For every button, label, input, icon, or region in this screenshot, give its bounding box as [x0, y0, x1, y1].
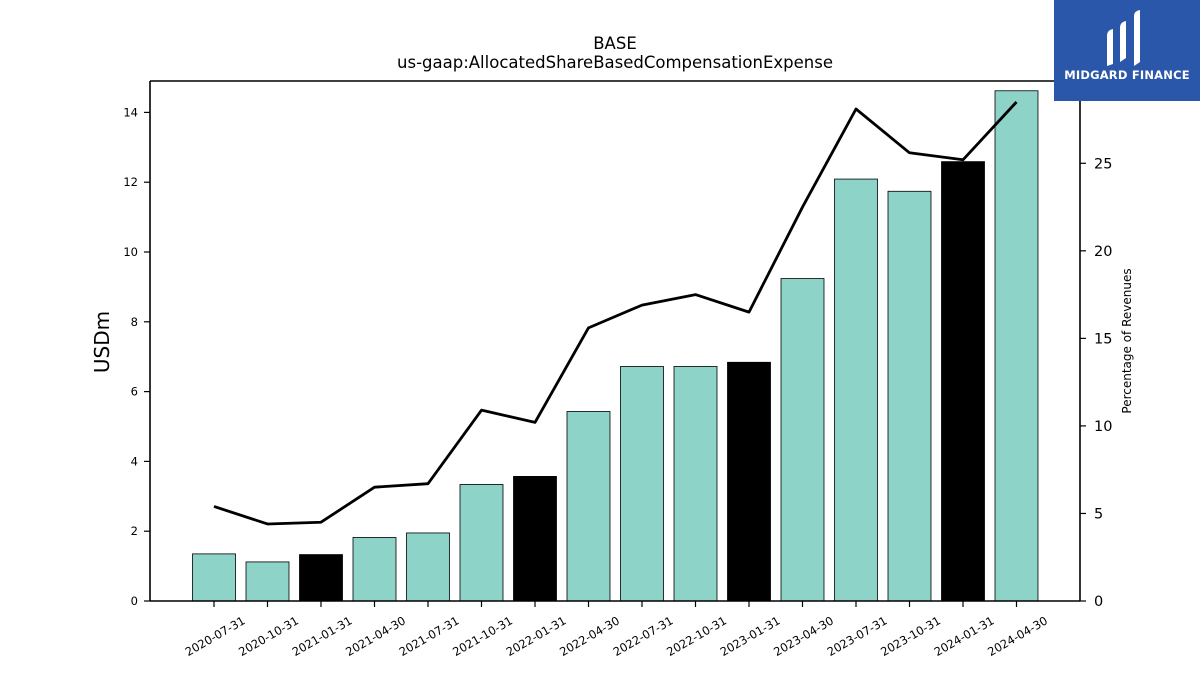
- x-tick-label: 2021-07-31: [397, 613, 462, 659]
- y-tick-label: 8: [131, 315, 138, 329]
- y-tick-label: 0: [131, 594, 138, 608]
- bar: [994, 90, 1039, 602]
- chart-title: BASE: [593, 34, 637, 53]
- y-tick-label: 6: [131, 385, 138, 399]
- x-tick-label: 2021-10-31: [450, 613, 515, 659]
- bar: [245, 561, 290, 602]
- x-tick-label: 2020-10-31: [236, 613, 301, 659]
- x-tick-label: 2024-04-30: [985, 613, 1050, 659]
- y2-tick-label: 5: [1094, 506, 1103, 522]
- y2-tick-label: 0: [1094, 594, 1103, 610]
- x-tick-label: 2021-01-31: [290, 613, 355, 659]
- y-tick-label: 12: [123, 175, 138, 189]
- bar: [566, 411, 611, 602]
- y-tick-label: 2: [131, 524, 138, 538]
- x-tick-label: 2022-04-30: [557, 613, 622, 659]
- chart-subtitle: us-gaap:AllocatedShareBasedCompensationE…: [397, 53, 833, 72]
- y-axis-label: USDm: [90, 311, 114, 373]
- bar: [192, 553, 236, 602]
- y-tick-label: 10: [123, 245, 138, 259]
- y-tick-label: 4: [131, 454, 138, 468]
- bar: [941, 161, 985, 602]
- logo-background: [1054, 0, 1200, 101]
- x-tick-label: 2023-10-31: [878, 613, 943, 659]
- bar: [887, 190, 932, 602]
- percentage-line: [213, 101, 1018, 526]
- brand-name: MIDGARD FINANCE: [1064, 68, 1190, 82]
- y2-tick-label: 15: [1094, 331, 1112, 347]
- y2-tick-label: 10: [1094, 419, 1112, 435]
- bar: [299, 554, 343, 602]
- bar: [673, 366, 718, 602]
- bar: [406, 532, 450, 602]
- midgard-bars-logo-icon: [1054, 0, 1200, 101]
- bar: [727, 361, 771, 602]
- bar: [513, 476, 557, 602]
- bar: [620, 366, 664, 602]
- x-tick-label: 2022-07-31: [611, 613, 676, 659]
- bar: [459, 484, 504, 602]
- x-tick-label: 2023-07-31: [825, 613, 890, 659]
- y2-tick-label: 20: [1094, 244, 1112, 260]
- x-tick-label: 2022-10-31: [664, 613, 729, 659]
- bar: [834, 178, 878, 602]
- x-tick-label: 2022-01-31: [504, 613, 569, 659]
- x-tick-label: 2024-01-31: [932, 613, 997, 659]
- bar: [780, 278, 825, 602]
- logo-mark: [1107, 10, 1140, 66]
- x-tick-label: 2021-04-30: [343, 613, 408, 659]
- y2-tick-label: 25: [1094, 156, 1112, 172]
- x-tick-label: 2020-07-31: [183, 613, 248, 659]
- y-tick-label: 14: [123, 105, 138, 119]
- x-tick-label: 2023-01-31: [718, 613, 783, 659]
- brand-logo: MIDGARD FINANCE: [1054, 0, 1200, 101]
- y2-axis-label: Percentage of Revenues: [1120, 268, 1134, 413]
- bar: [352, 537, 397, 602]
- x-tick-label: 2023-04-30: [771, 613, 836, 659]
